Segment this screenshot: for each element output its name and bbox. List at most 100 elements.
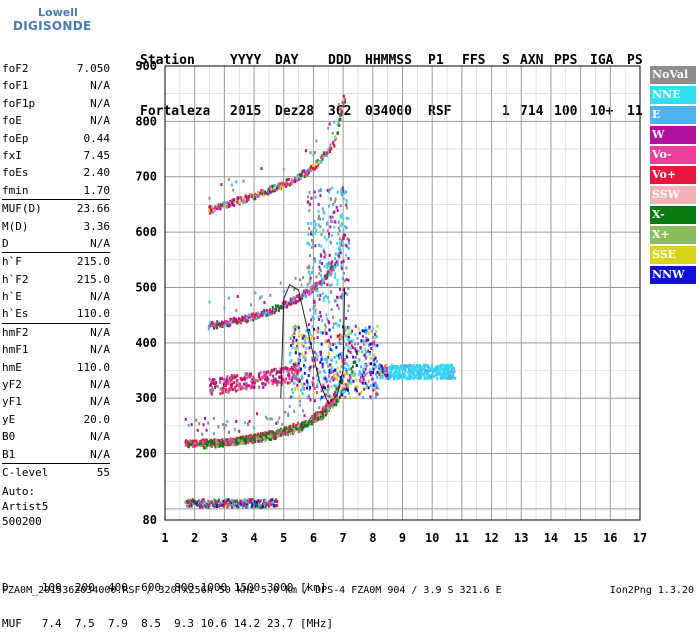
echo-point	[298, 355, 301, 359]
echo-point	[308, 340, 311, 344]
echo-point	[218, 204, 221, 208]
echo-point	[262, 381, 265, 385]
echo-point	[226, 324, 229, 328]
echo-point	[361, 329, 364, 333]
echo-point	[275, 421, 278, 425]
y-tick-label: 200	[135, 447, 157, 461]
echo-point	[245, 434, 248, 438]
echo-point	[332, 396, 335, 400]
x-tick-label: 6	[310, 531, 317, 545]
echo-point	[342, 373, 345, 377]
echo-point	[235, 499, 238, 503]
labels-10: IGA	[590, 53, 614, 68]
echo-point	[379, 370, 382, 374]
echo-point	[354, 385, 357, 389]
param-row: yF1 N/A	[2, 393, 110, 410]
echo-point	[340, 239, 343, 243]
echo-point	[318, 297, 321, 301]
echo-point	[373, 343, 376, 347]
echo-point	[391, 373, 394, 377]
echo-point	[374, 396, 377, 400]
echo-point	[304, 357, 307, 361]
echo-point	[240, 198, 243, 202]
echo-point	[345, 367, 348, 371]
echo-point	[361, 371, 364, 375]
echo-point	[246, 503, 249, 507]
echo-point	[317, 326, 320, 330]
echo-point	[335, 360, 338, 364]
echo-point	[204, 502, 207, 506]
echo-point	[228, 503, 231, 507]
echo-point	[320, 355, 323, 359]
echo-point	[287, 433, 290, 437]
echo-point	[219, 504, 222, 508]
echo-point	[306, 423, 309, 427]
echo-point	[331, 405, 334, 409]
echo-point	[431, 370, 434, 374]
echo-point	[217, 441, 220, 445]
echo-point	[264, 434, 267, 438]
echo-point	[336, 263, 339, 267]
param-row: B0 N/A	[2, 428, 110, 445]
echo-point	[360, 339, 363, 343]
param-name: B1	[2, 447, 16, 461]
echo-point	[312, 382, 315, 386]
echo-point	[288, 381, 291, 385]
echo-point	[336, 354, 339, 358]
echo-point	[222, 499, 225, 503]
echo-point	[208, 205, 211, 209]
echo-point	[255, 436, 258, 440]
echo-point	[350, 340, 353, 344]
echo-point	[324, 388, 327, 392]
echo-point	[333, 393, 336, 397]
echo-point	[295, 344, 298, 348]
echo-point	[265, 379, 268, 383]
echo-point	[184, 440, 187, 444]
echo-point	[220, 377, 223, 381]
echo-point	[214, 441, 217, 445]
echo-point	[359, 375, 362, 379]
echo-point	[366, 371, 369, 375]
echo-point	[344, 372, 347, 376]
echo-point	[344, 395, 347, 399]
echo-point	[337, 399, 340, 403]
echo-point	[307, 374, 310, 378]
echo-point	[316, 379, 319, 383]
echo-point	[227, 296, 230, 300]
echo-point	[209, 443, 212, 447]
echo-point	[396, 374, 399, 378]
echo-point	[449, 376, 452, 380]
echo-point	[333, 225, 336, 229]
echo-point	[307, 328, 310, 332]
echo-point	[282, 370, 285, 374]
echo-point	[381, 376, 384, 380]
echo-point	[219, 207, 222, 211]
echo-point	[301, 169, 304, 173]
echo-point	[260, 503, 263, 507]
echo-point	[237, 202, 240, 206]
echo-point	[204, 440, 207, 444]
echo-point	[324, 357, 327, 361]
echo-point	[308, 266, 311, 270]
echo-point	[307, 270, 310, 274]
echo-point	[369, 362, 372, 366]
echo-point	[343, 192, 346, 196]
echo-point	[346, 325, 349, 329]
echo-point	[330, 234, 333, 238]
echo-point	[340, 213, 343, 217]
echo-point	[335, 390, 338, 394]
echo-point	[241, 505, 244, 509]
echo-point	[309, 422, 312, 426]
echo-point	[265, 309, 268, 313]
echo-point	[264, 383, 267, 387]
param-row: hmE 110.0	[2, 359, 110, 376]
echo-point	[328, 235, 331, 239]
echo-point	[225, 201, 228, 205]
echo-point	[232, 503, 235, 507]
echo-point	[239, 376, 242, 380]
echo-point	[354, 342, 356, 346]
echo-point	[365, 351, 368, 355]
echo-point	[232, 500, 235, 504]
echo-point	[225, 498, 228, 502]
echo-point	[319, 259, 322, 263]
